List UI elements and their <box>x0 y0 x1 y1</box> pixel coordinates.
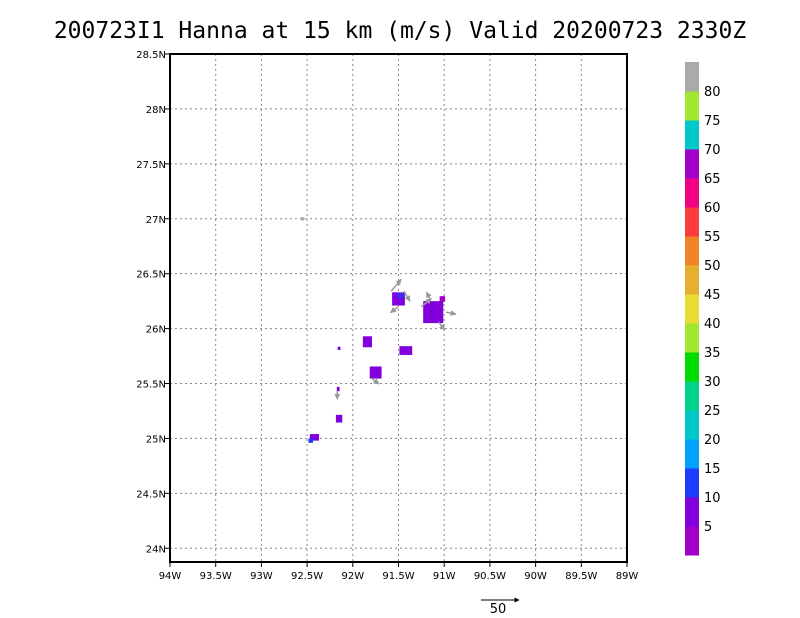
colorbar-label: 5 <box>704 520 712 535</box>
colorbar-segment <box>685 265 699 295</box>
y-tick-label: 26N <box>146 325 166 336</box>
colorbar-segment <box>685 497 699 527</box>
reference-vector: 50 <box>481 597 520 617</box>
wind-speed-patch <box>423 301 444 324</box>
wind-speed-patch <box>439 296 446 302</box>
x-tick-label: 89W <box>616 571 639 582</box>
y-tick-label: 25.5N <box>136 380 166 391</box>
colorbar-label: 35 <box>704 346 721 361</box>
y-tick-label: 28.5N <box>136 50 166 61</box>
reference-vector-label: 50 <box>490 602 507 617</box>
x-tick-label: 94W <box>159 571 182 582</box>
colorbar-segment <box>685 526 699 556</box>
x-tick-label: 93.5W <box>200 571 232 582</box>
y-tick-label: 24.5N <box>136 489 166 500</box>
y-tick-label: 25N <box>146 434 166 445</box>
chart-title: 200723I1 Hanna at 15 km (m/s) Valid 2020… <box>53 18 747 44</box>
x-tick-label: 91.5W <box>382 571 414 582</box>
x-tick-label: 92W <box>341 571 364 582</box>
colorbar-segment <box>685 178 699 208</box>
colorbar-segment <box>685 468 699 498</box>
colorbar-label: 25 <box>704 404 721 419</box>
wind-arrow <box>438 321 446 331</box>
colorbar: 5 10 15 20 25 30 35 40 45 50 55 60 65 70 75 80 <box>685 62 721 556</box>
colorbar-segment <box>685 439 699 469</box>
wind-arrow <box>403 290 411 302</box>
wind-speed-patch <box>300 217 305 221</box>
colorbar-label: 65 <box>704 172 721 187</box>
x-tick-label: 90.5W <box>474 571 506 582</box>
x-tick-label: 91W <box>433 571 456 582</box>
wind-speed-patch <box>308 438 314 443</box>
colorbar-label: 55 <box>704 230 721 245</box>
grid-lines <box>170 53 627 562</box>
wind-speed-patches <box>300 217 446 443</box>
y-tick-label: 27.5N <box>136 160 166 171</box>
colorbar-label: 80 <box>704 85 721 100</box>
x-tick-label: 92.5W <box>291 571 323 582</box>
wind-vectors <box>334 278 457 400</box>
wind-speed-patch <box>399 346 413 355</box>
colorbar-label: 70 <box>704 143 721 158</box>
colorbar-segment <box>685 207 699 237</box>
wind-speed-patch <box>362 336 372 348</box>
colorbar-label: 75 <box>704 114 721 129</box>
y-tick-label: 26.5N <box>136 270 166 281</box>
y-tick-label: 27N <box>146 215 166 226</box>
colorbar-segment <box>685 352 699 382</box>
wind-arrow <box>390 278 402 292</box>
wind-arrow <box>370 377 380 385</box>
x-tick-label: 90W <box>524 571 547 582</box>
colorbar-segment <box>685 323 699 353</box>
colorbar-label: 50 <box>704 259 721 274</box>
colorbar-segment <box>685 120 699 150</box>
colorbar-segment <box>685 294 699 324</box>
colorbar-segment <box>685 410 699 440</box>
colorbar-label: 45 <box>704 288 721 303</box>
axis-ticks: 94W 93.5W 93W 92.5W 92W 91.5W 91W 90.5W 90W 89.5W… <box>136 50 638 582</box>
y-tick-label: 24N <box>146 544 166 555</box>
colorbar-label: 30 <box>704 375 721 390</box>
wind-arrow <box>390 306 399 314</box>
wind-speed-patch <box>369 366 382 379</box>
wind-speed-patch <box>335 414 343 423</box>
colorbar-label: 60 <box>704 201 721 216</box>
y-tick-label: 28N <box>146 105 166 116</box>
wind-arrow <box>425 291 432 301</box>
colorbar-segment <box>685 62 699 92</box>
wind-speed-patch <box>336 386 340 392</box>
colorbar-segment <box>685 91 699 121</box>
x-tick-label: 89.5W <box>565 571 597 582</box>
colorbar-segment <box>685 149 699 179</box>
colorbar-segment <box>685 381 699 411</box>
colorbar-label: 20 <box>704 433 721 448</box>
colorbar-label: 10 <box>704 491 721 506</box>
wind-speed-patch <box>337 346 341 351</box>
colorbar-label: 15 <box>704 462 721 477</box>
colorbar-segment <box>685 236 699 266</box>
wind-speed-patch <box>398 292 403 299</box>
wind-speed-patch <box>309 434 319 441</box>
colorbar-label: 40 <box>704 317 721 332</box>
x-tick-label: 93W <box>250 571 273 582</box>
wind-arrow <box>445 310 457 317</box>
